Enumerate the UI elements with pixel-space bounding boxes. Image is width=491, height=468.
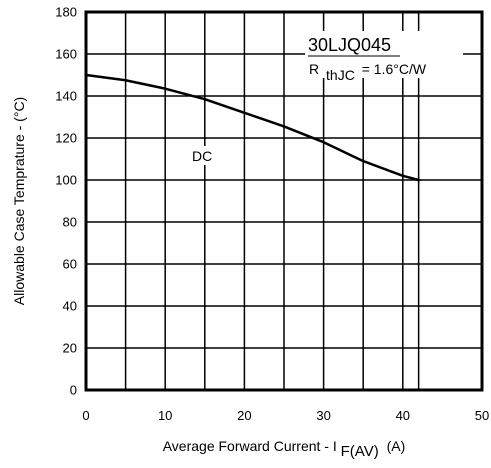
y-tick-label-20: 20 [63,341,77,356]
series-label-background [188,146,220,165]
x-axis-label-subscript: F(AV) [341,443,379,460]
y-tick-label-80: 80 [63,215,77,230]
x-tick-label-20: 20 [237,408,251,423]
y-tick-label-40: 40 [63,299,77,314]
rth-subscript: thJC [326,67,355,83]
rth-value: = 1.6°C/W [362,61,427,77]
x-tick-label-0: 0 [82,408,89,423]
rth-symbol: R [309,61,319,77]
y-tick-label-0: 0 [70,383,77,398]
series-label-dc: DC [192,148,212,164]
grid-layer [86,12,482,390]
x-tick-label-10: 10 [158,408,172,423]
thermal-resistance-label: R thJC = 1.6°C/W [309,61,427,83]
y-tick-label-160: 160 [55,47,77,62]
y-tick-label-60: 60 [63,257,77,272]
annotation-background [305,31,463,78]
x-axis-label-unit: (A) [387,438,406,454]
y-tick-label-140: 140 [55,89,77,104]
series-layer [85,73,422,183]
tick-layer: 0 20 40 60 80 100 120 140 160 180 0 10 20 30 40 50 [55,5,489,424]
annotation-box: 30LJQ045 R thJC = 1.6°C/W [305,31,463,83]
y-axis-label: Allowable Case Temprature - (°C) [11,97,27,305]
series-line-0 [85,73,419,182]
x-axis-label: Average Forward Current - I F(AV) (A) [163,438,406,460]
y-tick-label-100: 100 [55,173,77,188]
y-tick-label-120: 120 [55,131,77,146]
part-number-label: 30LJQ045 [308,35,391,55]
x-tick-label-50: 50 [475,408,489,423]
y-tick-label-180: 180 [55,5,77,20]
x-axis-label-main: Average Forward Current - I [163,438,337,454]
series-label-box: DC [188,146,220,165]
x-tick-label-40: 40 [396,408,410,423]
plot-frame [84,10,484,392]
x-tick-label-30: 30 [316,408,330,423]
